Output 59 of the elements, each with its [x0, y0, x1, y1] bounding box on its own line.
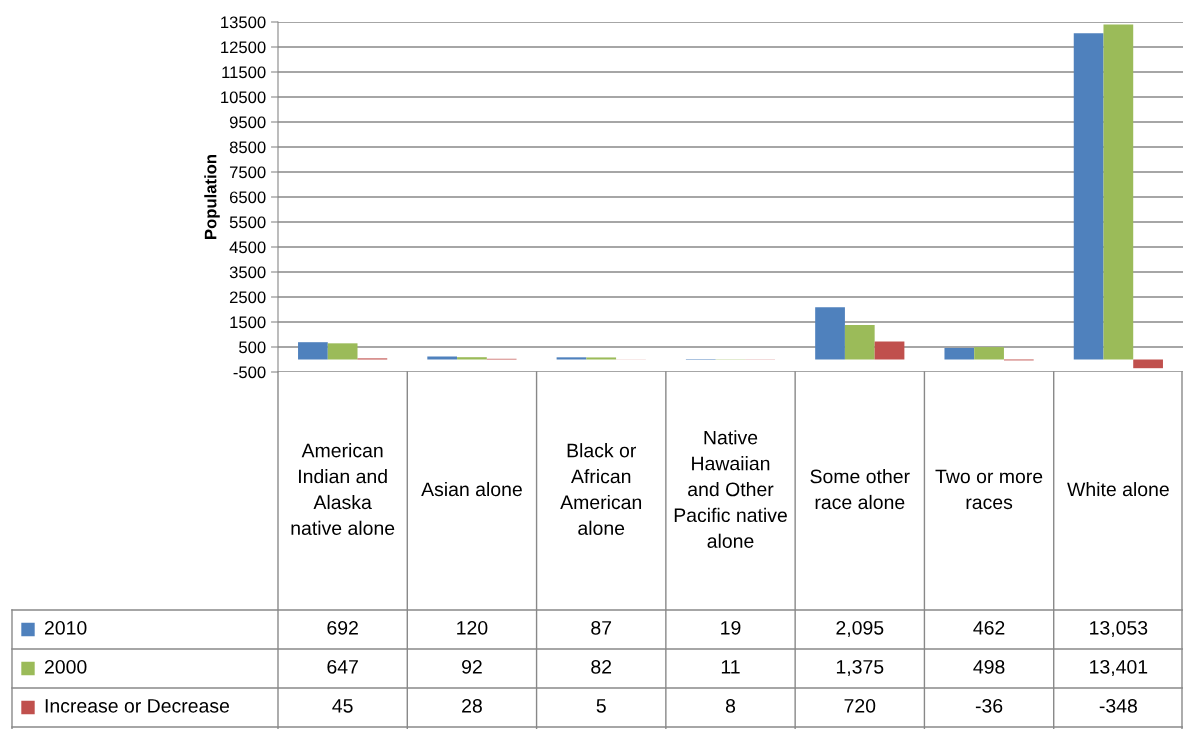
y-tick-label: 6500: [229, 191, 266, 204]
y-tick-label: 4500: [229, 241, 266, 254]
data-label: -348: [1099, 698, 1137, 713]
bar: [874, 341, 905, 360]
bar: [1133, 359, 1163, 369]
bar: [844, 325, 875, 360]
y-tick-label: -500: [233, 366, 266, 379]
data-label: 8: [725, 698, 736, 713]
x-tick-label: Two or more races: [935, 469, 1043, 510]
legend-label: 2000: [44, 659, 87, 674]
x-tick-label: White alone: [1067, 481, 1169, 497]
y-tick-label: 11500: [222, 66, 266, 79]
data-label: 120: [457, 620, 488, 635]
data-label: 13,053: [1090, 620, 1148, 638]
data-label: 87: [591, 620, 612, 635]
y-tick-label: 12500: [221, 41, 266, 54]
legend-label: 2010: [44, 620, 87, 635]
data-label: 692: [327, 620, 358, 635]
data-label: 1,375: [836, 659, 884, 677]
y-tick-label: 10500: [221, 91, 266, 104]
y-tick-label: 2500: [229, 291, 266, 304]
y-axis-title: Population: [204, 154, 220, 239]
data-label: 11: [721, 660, 740, 674]
x-tick-label: American Indian and Alaska native alone: [291, 443, 395, 536]
data-label: 19: [721, 620, 741, 635]
y-tick-label: 5500: [229, 216, 266, 229]
y-tick-label: 7500: [229, 166, 266, 179]
data-label: 82: [591, 659, 612, 674]
y-tick-label: 9500: [229, 116, 266, 129]
y-tick-label: 3500: [229, 266, 266, 279]
bar: [327, 343, 358, 360]
y-tick-label: 1500: [230, 316, 266, 329]
legend-label: Increase or Decrease: [45, 699, 230, 713]
x-tick-label: Asian alone: [421, 481, 522, 497]
bar: [1103, 24, 1134, 360]
data-label: 5: [596, 699, 606, 713]
y-tick-label: 500: [239, 341, 266, 354]
data-label: 720: [844, 698, 876, 713]
y-tick-label: 8500: [229, 141, 266, 154]
bar: [944, 347, 975, 360]
data-label: 498: [973, 659, 1005, 674]
bar: [1073, 33, 1104, 360]
bar: [974, 347, 1004, 360]
data-label: 92: [462, 659, 482, 674]
data-label: 28: [462, 698, 482, 713]
bar: [427, 356, 458, 360]
data-label: -36: [975, 698, 1003, 713]
bar: [586, 357, 617, 360]
data-label: 45: [332, 699, 353, 713]
x-tick-label: Black or African American alone: [560, 443, 642, 536]
data-label: 647: [327, 659, 358, 674]
bar: [298, 342, 328, 360]
data-label: 2,095: [836, 620, 884, 638]
x-tick-label: Native Hawaiian and Other Pacific native alone: [674, 430, 787, 548]
x-tick-label: Some other race alone: [810, 469, 910, 510]
data-label: 13,401: [1090, 659, 1148, 677]
bar: [815, 307, 845, 360]
data-label: 462: [973, 620, 1005, 635]
y-tick-label: 13500: [221, 16, 266, 29]
